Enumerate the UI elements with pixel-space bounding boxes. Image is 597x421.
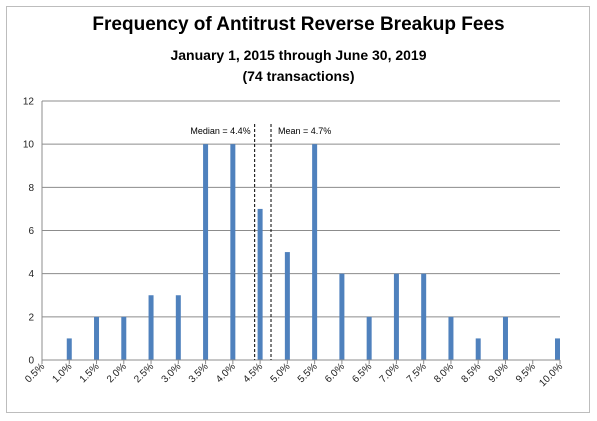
annotation-label: Median = 4.4% — [190, 126, 250, 136]
x-tick-label: 10.0% — [537, 361, 565, 389]
bar — [366, 316, 372, 360]
y-tick-label: 2 — [28, 312, 34, 323]
bar — [66, 338, 72, 360]
bar — [257, 208, 263, 360]
x-tick-label: 7.5% — [405, 361, 429, 385]
x-tick-label: 1.5% — [78, 361, 102, 385]
gridlines — [42, 100, 560, 318]
x-tick-label: 3.5% — [187, 361, 211, 385]
x-tick-label: 4.0% — [214, 361, 238, 385]
bar — [94, 316, 100, 360]
x-tick-label: 1.0% — [50, 361, 74, 385]
chart-frame — [6, 6, 590, 413]
x-tick-label: 6.5% — [350, 361, 374, 385]
x-tick-label: 2.5% — [132, 361, 156, 385]
bar — [230, 144, 236, 360]
y-tick-label: 12 — [23, 97, 35, 108]
bar — [312, 144, 318, 360]
bar — [393, 273, 399, 360]
annotations: Median = 4.4% Mean = 4.7% — [190, 124, 331, 360]
bar — [284, 252, 290, 360]
x-tick-label: 3.0% — [160, 361, 184, 385]
axes: 0 2 4 6 8 10 12 0.5% 1.0% 1.5% 2.0% 2.5% 3.0% 3.5% 4.0… — [23, 97, 565, 390]
y-tick-label: 4 — [28, 269, 34, 280]
x-tick-label: 9.0% — [487, 361, 511, 385]
bar — [502, 316, 508, 360]
y-tick-label: 10 — [23, 140, 35, 151]
x-tick-label: 5.5% — [296, 361, 320, 385]
y-tick-label: 6 — [28, 226, 34, 237]
bar — [148, 295, 154, 360]
bar — [203, 144, 209, 360]
x-tick-label: 2.0% — [105, 361, 129, 385]
bars — [66, 144, 560, 360]
x-tick-label: 5.0% — [269, 361, 293, 385]
chart-subtitle: January 1, 2015 through June 30, 2019 — [170, 47, 427, 63]
chart-title: Frequency of Antitrust Reverse Breakup F… — [92, 14, 505, 35]
x-tick-label: 0.5% — [23, 361, 47, 385]
x-tick-label: 9.5% — [514, 361, 538, 385]
y-tick-label: 8 — [28, 183, 34, 194]
x-tick-label: 8.5% — [459, 361, 483, 385]
bar — [421, 273, 427, 360]
annotation-label: Mean = 4.7% — [278, 126, 331, 136]
bar — [475, 338, 481, 360]
x-tick-label: 6.0% — [323, 361, 347, 385]
bar — [121, 316, 127, 360]
bar — [339, 273, 345, 360]
y-tick-label: 0 — [28, 356, 34, 367]
bar — [175, 295, 181, 360]
x-tick-label: 4.5% — [241, 361, 265, 385]
bar — [448, 316, 454, 360]
chart-subtitle-count: (74 transactions) — [242, 68, 355, 84]
x-tick-label: 7.0% — [378, 361, 402, 385]
bar — [555, 338, 560, 360]
x-tick-label: 8.0% — [432, 361, 456, 385]
